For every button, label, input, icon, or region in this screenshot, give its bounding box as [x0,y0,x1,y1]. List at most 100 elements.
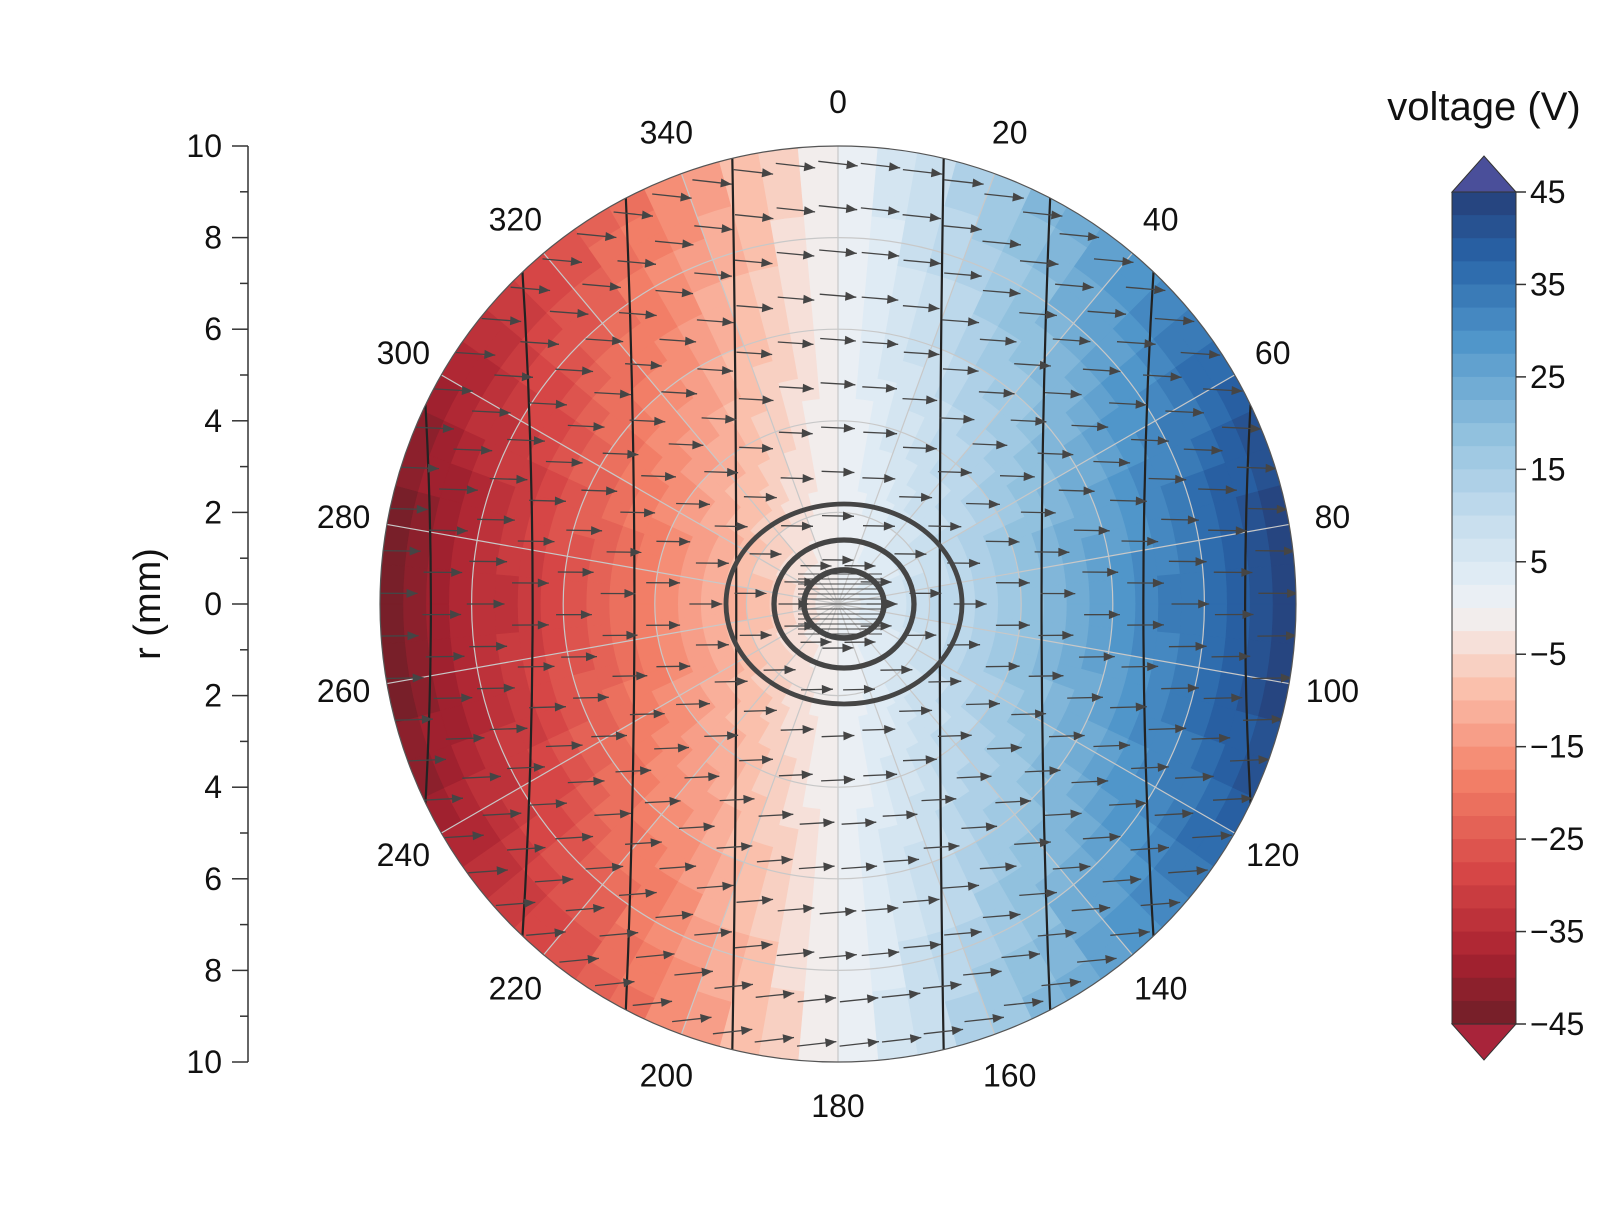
angular-tick-label: 100 [1306,673,1359,709]
colorbar-band [1452,769,1516,794]
colorbar-band [1452,746,1516,771]
field-arrow [1208,526,1247,536]
field-arrow [600,589,636,598]
field-arrow [433,386,473,395]
field-arrow [423,567,463,577]
field-arrow [819,951,857,961]
field-cell [837,694,849,719]
field-arrow [966,499,1000,509]
colorbar-band [1452,353,1516,378]
field-arrow [433,693,473,703]
field-arrow [594,978,635,988]
radial-tick-label: 8 [204,220,222,256]
field-arrow [799,818,835,828]
grid-spoke [680,173,839,605]
field-arrow [704,467,739,477]
field-arrow [1087,308,1127,318]
field-arrow [1058,486,1095,496]
field-cell [837,763,855,788]
field-cell [1179,603,1205,637]
colorbar-band [1452,862,1516,886]
field-cell [494,573,519,605]
field-arrow [612,671,648,681]
field-arrow [1073,526,1110,536]
radial-axis: 10 8 6 4 2 0 2 4 6 8 10 [186,128,249,1080]
field-arrow [684,772,720,782]
field-arrow [380,546,421,556]
field-cell [472,633,501,668]
field-arrow [1116,339,1156,349]
field-arrow [517,536,555,546]
field-cell [813,328,839,354]
colorbar-tick-label: 25 [1530,359,1566,395]
field-arrow [734,588,767,598]
field-arrow [800,684,833,694]
field-arrow [1171,599,1210,609]
field-arrow [545,741,583,750]
field-cell [562,579,588,605]
field-arrow [821,775,855,785]
field-arrow [899,706,933,716]
field-arrow [695,558,729,568]
field-arrow [482,809,522,819]
field-arrow [620,508,656,518]
field-arrow [1255,546,1296,556]
field-arrow [736,349,773,359]
field-arrow [529,799,567,809]
field-arrow [510,285,551,295]
field-arrow [585,862,624,872]
grid-spoke [837,374,1235,605]
field-arrow [880,665,913,675]
field-cell [425,567,451,605]
colorbar-band [1452,446,1516,470]
field-arrow [1067,693,1103,702]
field-arrow [797,994,837,1004]
field-arrow [800,561,832,571]
radial-tick-label: 8 [204,952,222,988]
colorbar-band [1452,307,1516,332]
field-arrow [517,662,555,672]
field-arrow [902,443,937,453]
field-arrow [1109,799,1147,809]
field-arrow [619,310,657,320]
field-arrow [1191,733,1231,743]
field-arrow [646,578,681,588]
colorbar-tick-label: −35 [1530,914,1584,950]
field-arrow [1248,504,1288,514]
field-cell [817,374,839,400]
field-arrow [1161,515,1199,525]
angular-tick-label: 180 [811,1088,864,1124]
radial-tick-label: 10 [186,128,222,164]
colorbar-band [1452,284,1516,309]
field-arrow [736,895,774,905]
radial-tick-label: 10 [186,1044,222,1080]
colorbar-band [1452,561,1516,586]
field-arrow [902,755,937,765]
field-arrow-ring [723,501,965,707]
field-arrow [1148,724,1187,734]
field-arrow [1011,709,1047,719]
field-arrow [734,213,774,222]
field-arrow [1214,610,1254,619]
radial-axis-title: r (mm) [127,548,169,660]
colorbar-frame [1451,191,1517,1025]
colorbar-band [1452,954,1516,979]
field-cell [861,307,891,334]
field-cell [867,238,902,267]
field-arrow [985,537,1020,547]
field-cell [807,260,839,285]
field-cell [837,443,853,468]
angular-tick-label: 280 [317,499,370,535]
field-arrow [961,822,998,832]
field-cell [1179,571,1205,605]
field-arrow [903,940,942,950]
field-arrow [1102,875,1142,885]
field-arrow [881,1034,922,1044]
field-arrow [549,308,589,318]
field-arrow [1110,496,1147,506]
field-arrow [655,910,694,920]
field-arrow [1019,258,1059,268]
field-arrow [466,599,505,609]
field-cell [1042,603,1068,625]
field-arrow [557,567,594,577]
